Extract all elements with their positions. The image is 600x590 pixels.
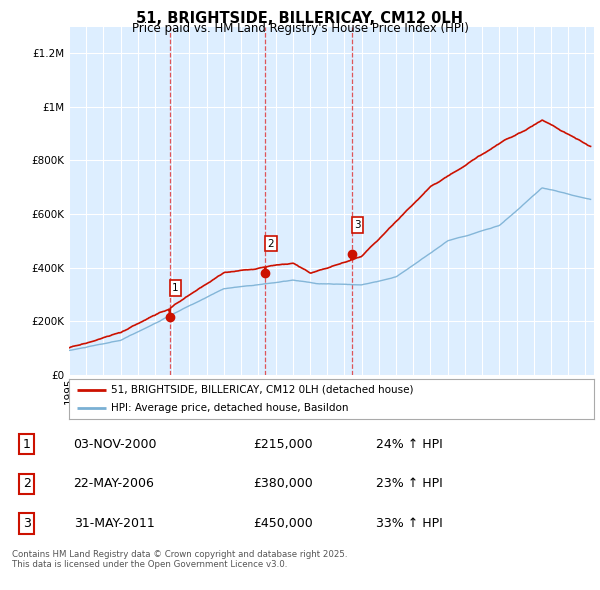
Text: 51, BRIGHTSIDE, BILLERICAY, CM12 0LH (detached house): 51, BRIGHTSIDE, BILLERICAY, CM12 0LH (de… <box>111 385 413 395</box>
Text: 3: 3 <box>23 517 31 530</box>
Text: 24% ↑ HPI: 24% ↑ HPI <box>376 438 443 451</box>
Text: 03-NOV-2000: 03-NOV-2000 <box>74 438 157 451</box>
Text: £450,000: £450,000 <box>253 517 313 530</box>
Text: 3: 3 <box>354 220 361 230</box>
Text: 22-MAY-2006: 22-MAY-2006 <box>74 477 154 490</box>
Text: HPI: Average price, detached house, Basildon: HPI: Average price, detached house, Basi… <box>111 403 349 413</box>
Text: Price paid vs. HM Land Registry's House Price Index (HPI): Price paid vs. HM Land Registry's House … <box>131 22 469 35</box>
Text: 51, BRIGHTSIDE, BILLERICAY, CM12 0LH: 51, BRIGHTSIDE, BILLERICAY, CM12 0LH <box>137 11 464 25</box>
Text: 2: 2 <box>23 477 31 490</box>
Text: £380,000: £380,000 <box>253 477 313 490</box>
Text: 1: 1 <box>23 438 31 451</box>
Text: Contains HM Land Registry data © Crown copyright and database right 2025.
This d: Contains HM Land Registry data © Crown c… <box>12 550 347 569</box>
Text: £215,000: £215,000 <box>253 438 313 451</box>
Text: 31-MAY-2011: 31-MAY-2011 <box>74 517 154 530</box>
Text: 2: 2 <box>268 239 274 249</box>
Text: 33% ↑ HPI: 33% ↑ HPI <box>376 517 443 530</box>
Text: 23% ↑ HPI: 23% ↑ HPI <box>376 477 443 490</box>
Text: 1: 1 <box>172 283 179 293</box>
